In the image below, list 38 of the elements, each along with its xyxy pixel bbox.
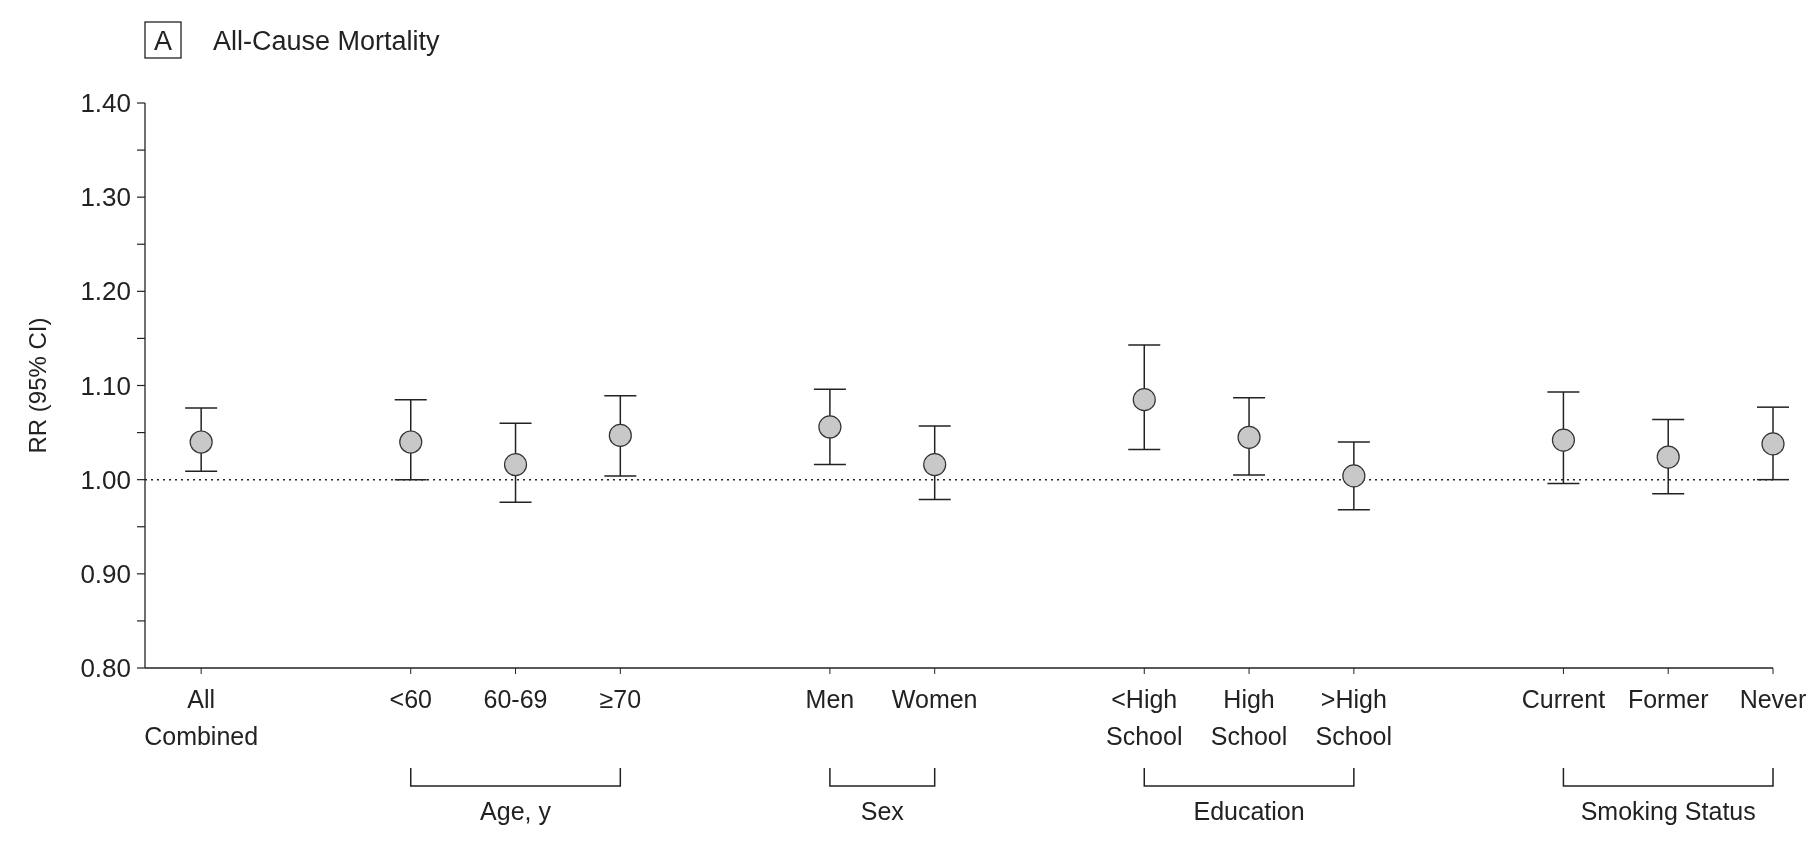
x-tick-label: Current xyxy=(1521,685,1606,713)
x-tick-label: All Combined xyxy=(144,685,259,750)
text: Age, y xyxy=(480,797,552,825)
x-tick-label: >High School xyxy=(1315,685,1393,750)
x-tick-label: 60-69 xyxy=(483,685,548,713)
x-tick-label: <High School xyxy=(1106,685,1183,750)
point xyxy=(1656,445,1680,469)
y-tick-label: 1.20 xyxy=(80,276,131,307)
y-tick-label: 1.00 xyxy=(80,464,131,495)
text: Sex xyxy=(860,797,905,825)
point xyxy=(1132,388,1156,412)
x-tick-label: <60 xyxy=(389,685,432,713)
point xyxy=(503,453,528,477)
point xyxy=(818,415,842,439)
y-tick-label: 1.40 xyxy=(80,88,131,119)
point xyxy=(1342,464,1366,488)
y-tick-label: 1.10 xyxy=(80,370,131,401)
chart-title: All-Cause Mortality xyxy=(213,26,441,56)
x-tick-label: ≥70 xyxy=(599,685,642,713)
point xyxy=(399,430,423,454)
text: Smoking Status xyxy=(1580,797,1756,825)
point xyxy=(1761,432,1785,456)
y-tick-label: 0.90 xyxy=(80,558,131,589)
point xyxy=(1551,428,1576,452)
point xyxy=(608,423,632,448)
point xyxy=(1237,425,1261,449)
text: Education xyxy=(1193,797,1305,825)
point xyxy=(189,430,213,454)
y-axis-title: RR (95% CI) xyxy=(24,317,51,454)
x-tick-label: Never xyxy=(1739,685,1807,713)
x-tick-label: Women xyxy=(891,685,978,713)
x-tick-label: Former xyxy=(1627,685,1709,713)
x-tick-label: Men xyxy=(805,685,855,713)
x-tick-label: High School xyxy=(1210,685,1288,750)
y-tick-label: 0.80 xyxy=(80,653,131,684)
point xyxy=(923,453,947,477)
text: A xyxy=(153,26,173,56)
y-tick-label: 1.30 xyxy=(80,182,131,213)
